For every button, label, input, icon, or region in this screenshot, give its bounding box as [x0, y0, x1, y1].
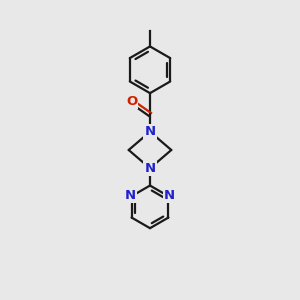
- Text: N: N: [144, 125, 156, 138]
- Text: N: N: [144, 162, 156, 175]
- Text: N: N: [164, 189, 175, 202]
- Text: N: N: [125, 189, 136, 202]
- Text: O: O: [126, 95, 137, 108]
